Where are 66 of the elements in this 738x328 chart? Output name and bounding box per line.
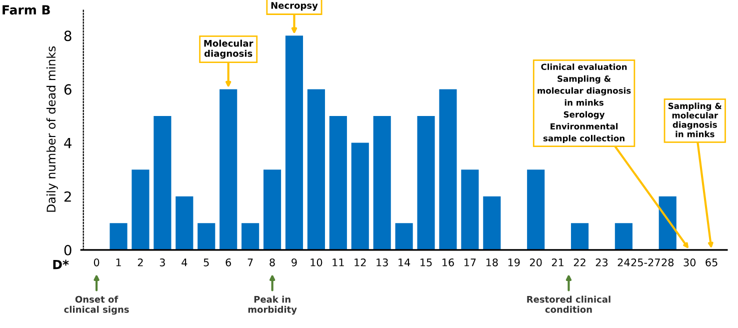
- y-tick-label: 2: [64, 191, 71, 202]
- y-tick-label: 6: [64, 84, 72, 95]
- bar: [395, 223, 413, 250]
- annotation: Necropsy: [271, 2, 318, 11]
- x-tick-label: 18: [486, 258, 498, 266]
- x-tick-label: 24: [618, 258, 630, 266]
- x-tick-label: 23: [596, 258, 608, 266]
- x-tick-label: 15: [420, 258, 432, 266]
- bar: [176, 196, 194, 250]
- x-tick-label: 20: [530, 258, 542, 266]
- bar: [242, 223, 260, 250]
- bar: [285, 36, 304, 250]
- bar: [570, 223, 589, 250]
- x-tick-label: 1: [116, 258, 121, 266]
- x-tick-label: 5: [204, 258, 209, 266]
- x-tick-label: 14: [398, 258, 410, 266]
- x-tick-label: 2: [138, 258, 143, 266]
- x-tick-label: 25-27: [631, 258, 660, 266]
- x-tick-label: 16: [442, 258, 454, 266]
- text: Peak in morbidity: [248, 296, 297, 315]
- bar: [329, 116, 347, 250]
- bar: [614, 223, 632, 250]
- x-tick-label: 21: [552, 258, 564, 266]
- annotation: Molecular diagnosis: [204, 40, 254, 59]
- x-tick-label: 22: [574, 258, 586, 266]
- x-tick-label: 13: [376, 258, 388, 266]
- x-tick-label: 11: [332, 258, 344, 266]
- bar: [110, 223, 128, 250]
- bar: [351, 142, 369, 250]
- bar: [373, 116, 391, 250]
- x-tick-label: 4: [182, 258, 188, 266]
- bar: [527, 170, 545, 250]
- bar: [461, 170, 479, 250]
- x-tick-label: 28: [662, 258, 674, 266]
- annotation: Sampling & molecular diagnosis in minks: [668, 102, 722, 138]
- x-tick-label: 3: [160, 258, 165, 266]
- chart-title: Farm B: [2, 5, 50, 15]
- x-tick-label: 17: [464, 258, 476, 266]
- bar: [263, 170, 282, 250]
- annotation: Clinical evaluation Sampling & molecular diagnosis in minks Serology Environmental sample collection: [538, 64, 631, 143]
- text: Restored clinical condition: [527, 296, 610, 313]
- bar: [658, 196, 676, 250]
- x-axis-title: D*: [53, 260, 69, 270]
- text: Onset of clinical signs: [64, 296, 129, 315]
- bar: [439, 89, 457, 250]
- y-axis-title: Daily number of dead minks: [46, 46, 58, 212]
- x-tick-label: 65: [706, 258, 718, 266]
- y-tick-label: 4: [64, 138, 72, 148]
- bar: [154, 116, 172, 250]
- x-tick-label: 6: [226, 258, 231, 266]
- x-tick-label: 8: [270, 258, 275, 266]
- bar: [220, 89, 238, 250]
- x-tick-label: 12: [354, 258, 366, 266]
- y-tick-label: 8: [64, 30, 72, 42]
- bar: [417, 116, 435, 250]
- bar: [198, 223, 216, 250]
- x-tick-label: 9: [292, 258, 297, 266]
- x-tick-label: 19: [508, 258, 520, 266]
- bar: [132, 170, 150, 250]
- y-tick-label: 0: [64, 244, 72, 256]
- x-tick-label: 10: [310, 258, 322, 266]
- x-tick-label: 0: [94, 258, 100, 266]
- x-tick-label: 7: [248, 258, 253, 266]
- x-tick-label: 30: [684, 258, 696, 266]
- bar: [307, 89, 325, 250]
- bar: [483, 196, 501, 250]
